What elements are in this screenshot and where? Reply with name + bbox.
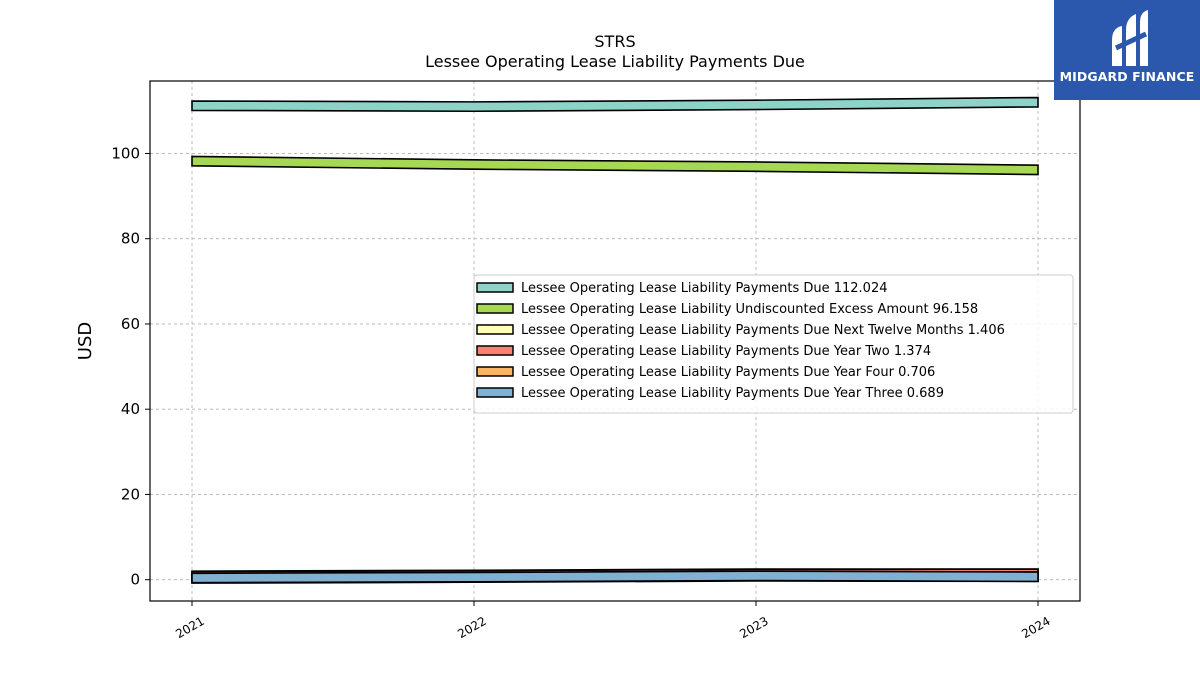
logo-mark-icon — [1112, 10, 1148, 66]
legend-label: Lessee Operating Lease Liability Payment… — [521, 365, 935, 380]
x-axis: 2021 2022 2023 2024 — [173, 601, 1053, 641]
brand-logo-text: MIDGARD FINANCE — [1059, 69, 1195, 84]
legend-swatch — [476, 324, 514, 335]
legend-swatch — [476, 282, 514, 293]
legend: Lessee Operating Lease Liability Payment… — [473, 274, 1074, 414]
legend-label: Lessee Operating Lease Liability Payment… — [521, 344, 931, 359]
chart-subtitle: Lessee Operating Lease Liability Payment… — [425, 52, 805, 71]
y-axis-label: USD — [75, 322, 96, 360]
series-area-6 — [191, 570, 1039, 584]
y-tick-label: 20 — [121, 485, 140, 503]
brand-logo: MIDGARD FINANCE — [1054, 0, 1200, 100]
legend-label: Lessee Operating Lease Liability Undisco… — [521, 302, 978, 317]
series-areas — [191, 96, 1039, 584]
series-area-2 — [191, 155, 1039, 176]
x-tick-label: 2023 — [737, 614, 770, 641]
series-area-1 — [191, 96, 1039, 113]
y-tick-label: 0 — [130, 571, 140, 589]
x-tick-label: 2021 — [173, 614, 206, 641]
x-tick-label: 2022 — [455, 614, 488, 641]
plot-frame — [149, 80, 1081, 602]
y-tick-label: 100 — [111, 144, 140, 162]
legend-swatch — [476, 345, 514, 356]
legend-swatch — [476, 303, 514, 314]
legend-swatch — [476, 366, 514, 377]
y-tick-label: 40 — [121, 400, 140, 418]
legend-label: Lessee Operating Lease Liability Payment… — [521, 281, 887, 296]
y-axis: 0 20 40 60 80 100 — [111, 144, 150, 589]
x-tick-label: 2024 — [1019, 614, 1052, 641]
chart-title: STRS — [594, 32, 635, 51]
legend-box — [473, 274, 1074, 414]
y-tick-label: 80 — [121, 230, 140, 248]
legend-swatch — [476, 387, 514, 398]
y-tick-label: 60 — [121, 315, 140, 333]
legend-label: Lessee Operating Lease Liability Payment… — [521, 323, 1005, 338]
legend-label: Lessee Operating Lease Liability Payment… — [521, 386, 944, 401]
